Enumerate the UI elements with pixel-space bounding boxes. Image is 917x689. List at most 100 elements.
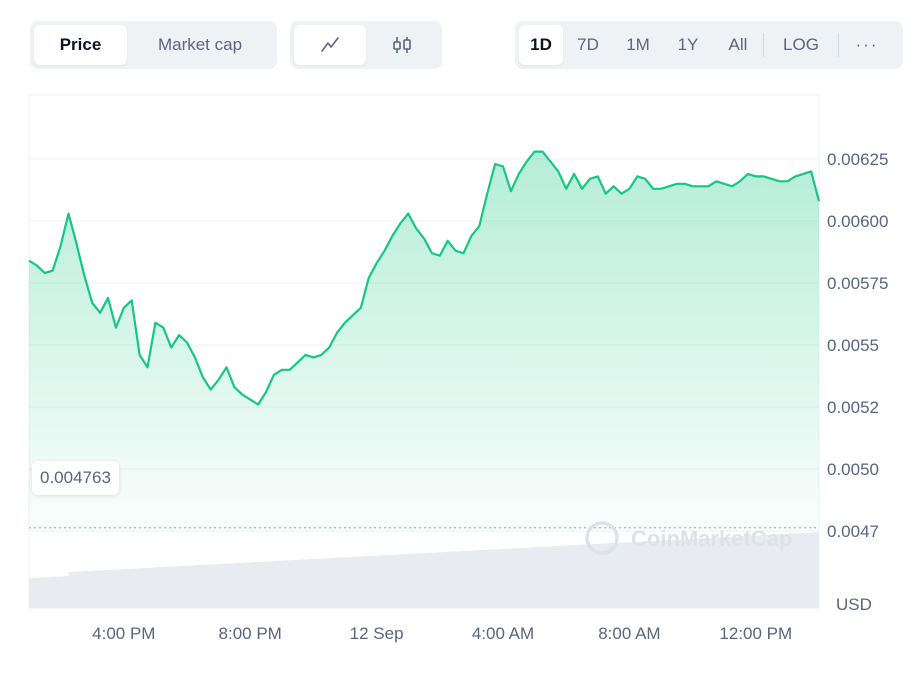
- volume-bar: [191, 565, 198, 608]
- x-axis: 4:00 PM 8:00 PM 12 Sep 4:00 AM 8:00 AM 12:00 …: [92, 624, 792, 643]
- volume-bar: [542, 546, 548, 608]
- currency-label: USD: [836, 595, 872, 614]
- volume-bar: [473, 550, 479, 608]
- volume-bar: [710, 537, 716, 608]
- volume-bar: [68, 571, 74, 608]
- volume-bar: [216, 564, 222, 608]
- volume-bar: [33, 577, 40, 608]
- volume-bar: [177, 566, 183, 608]
- volume-bar: [611, 543, 617, 608]
- volume-bar: [300, 559, 306, 608]
- volume-bar: [463, 550, 469, 608]
- volume-bar: [305, 559, 311, 608]
- volume-bar: [117, 569, 124, 608]
- volume-bar: [345, 557, 351, 608]
- volume-bar: [626, 542, 632, 608]
- volume-bar: [196, 565, 203, 608]
- log-scale-tab[interactable]: LOG: [783, 35, 819, 54]
- volume-bar: [63, 576, 69, 608]
- volume-bar: [394, 554, 400, 608]
- volume-bar: [646, 541, 652, 608]
- volume-bar: [354, 556, 361, 608]
- coinmarketcap-watermark: CoinMarketCap: [585, 521, 792, 555]
- volume-bar: [507, 548, 514, 608]
- volume-bar: [532, 547, 538, 608]
- volume-bar: [261, 561, 267, 608]
- volume-bar: [167, 566, 173, 608]
- volume-bar: [547, 546, 553, 608]
- volume-bar: [379, 555, 385, 608]
- volume-bar: [458, 551, 464, 608]
- volume-bar: [651, 540, 657, 608]
- y-tick-label: 0.0047: [827, 522, 879, 541]
- volume-bar: [735, 536, 741, 608]
- volume-bar: [122, 569, 129, 608]
- volume-bar: [616, 542, 622, 608]
- volume-bar: [631, 541, 637, 608]
- volume-bar: [557, 545, 563, 608]
- start-price-label: 0.004763: [32, 461, 119, 495]
- volume-bar: [226, 563, 232, 608]
- volume-bar: [744, 535, 751, 608]
- y-tick-label: 0.0050: [827, 460, 879, 479]
- volume-bar: [685, 539, 692, 608]
- range-7d-tab[interactable]: 7D: [577, 35, 599, 54]
- volume-bar: [478, 550, 484, 608]
- candlestick-tab[interactable]: [366, 25, 438, 65]
- volume-bar: [157, 567, 163, 608]
- volume-bar: [582, 544, 588, 608]
- volume-bar: [389, 554, 395, 608]
- volume-bar: [596, 543, 603, 608]
- volume-bar: [290, 560, 297, 608]
- volume-bar: [182, 565, 188, 608]
- y-tick-label: 0.00600: [827, 212, 888, 231]
- volume-bar: [764, 534, 771, 608]
- volume-bar: [769, 534, 775, 608]
- volume-bar: [137, 568, 143, 608]
- volume-bar: [493, 549, 499, 608]
- volume-bar: [132, 568, 139, 608]
- range-all-tab[interactable]: All: [728, 35, 748, 54]
- y-tick-label: 0.0052: [827, 398, 879, 417]
- range-1d-tab[interactable]: 1D: [519, 25, 563, 65]
- volume-bar: [424, 553, 430, 608]
- market-cap-tab[interactable]: Market cap: [157, 35, 243, 54]
- volume-bar: [725, 536, 731, 608]
- volume-bar: [448, 551, 455, 608]
- volume-bar: [88, 570, 94, 608]
- price-tab[interactable]: Price: [34, 25, 127, 65]
- volume-bar: [517, 548, 524, 608]
- volume-bar: [98, 570, 104, 608]
- range-divider: [763, 33, 764, 57]
- y-tick-label: 0.00625: [827, 150, 888, 169]
- range-1m-tab[interactable]: 1M: [626, 35, 650, 54]
- volume-bar: [715, 537, 721, 608]
- volume-bar: [656, 540, 662, 608]
- volume-bar: [759, 535, 766, 608]
- volume-bar: [414, 553, 420, 608]
- more-options-button[interactable]: ···: [855, 35, 879, 54]
- volume-bar: [488, 549, 494, 608]
- volume-bar: [577, 544, 583, 608]
- volume-bar: [369, 555, 376, 608]
- volume-bar: [152, 567, 158, 608]
- price-line: [28, 150, 821, 406]
- line-chart-tab[interactable]: [294, 25, 366, 65]
- volume-bar: [43, 577, 50, 608]
- volume-bar: [340, 557, 346, 608]
- volume-bar: [349, 556, 356, 608]
- volume-bar: [641, 541, 647, 608]
- volume-bar: [636, 541, 642, 608]
- volume-bar: [374, 555, 380, 608]
- volume-bar: [483, 549, 489, 608]
- volume-bar: [720, 537, 726, 608]
- volume-bar: [241, 562, 247, 608]
- range-1y-tab[interactable]: 1Y: [677, 35, 699, 54]
- volume-bar: [147, 567, 153, 608]
- volume-bar: [799, 533, 805, 608]
- volume-bar: [221, 563, 227, 608]
- volume-bar: [172, 566, 178, 608]
- price-area: [29, 151, 819, 531]
- volume-bar: [53, 576, 60, 608]
